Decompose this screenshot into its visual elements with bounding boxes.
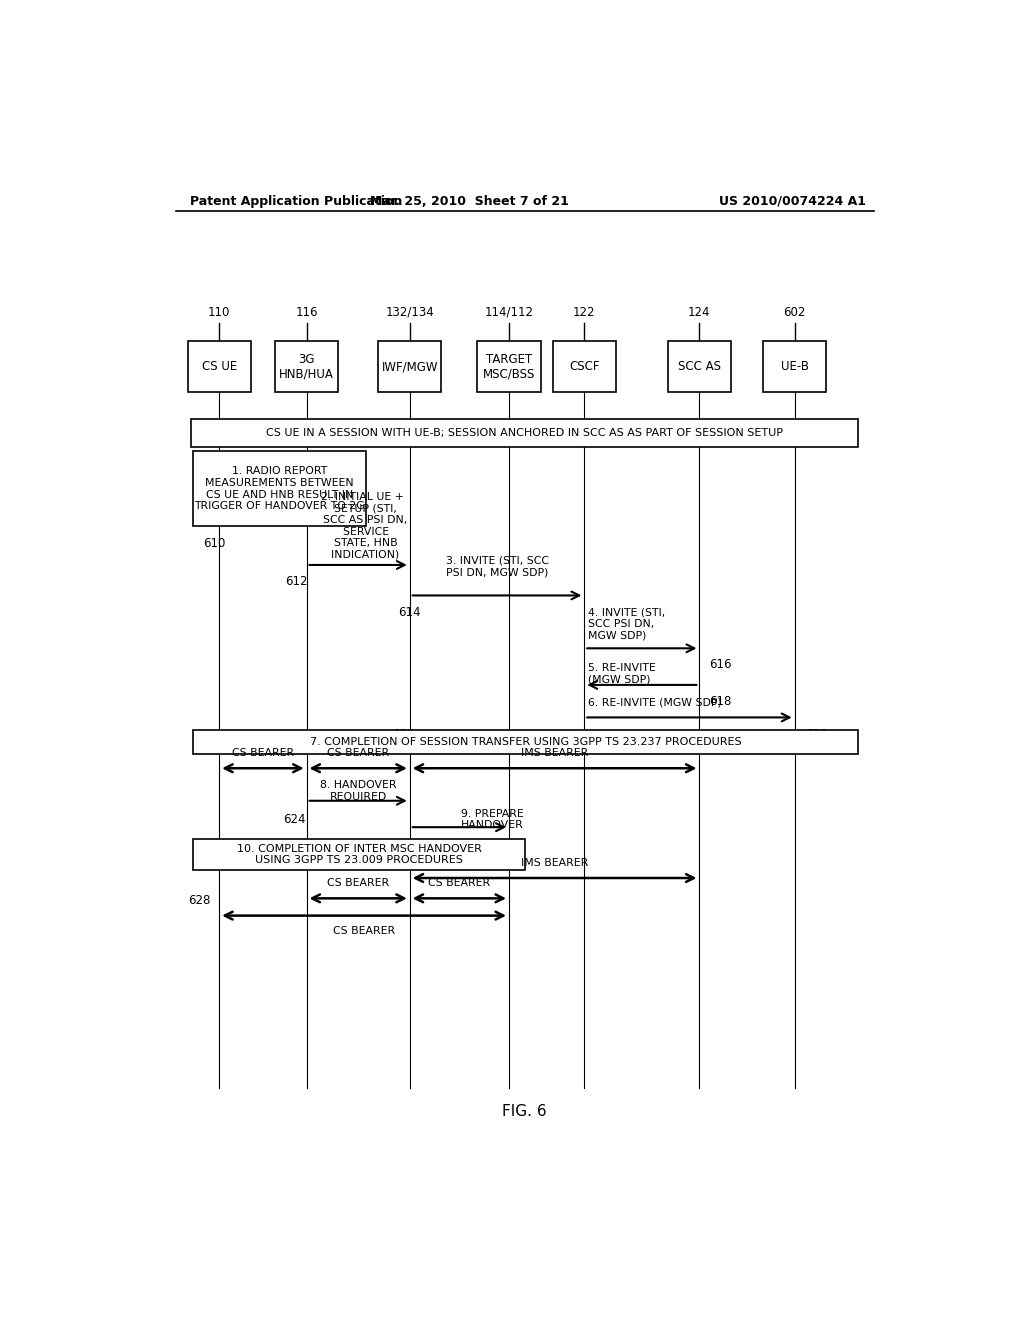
Text: CS BEARER: CS BEARER — [333, 925, 395, 936]
Text: 616: 616 — [709, 659, 731, 672]
Text: 624: 624 — [284, 813, 306, 826]
Text: 122: 122 — [573, 306, 596, 319]
Text: SCC AS: SCC AS — [678, 360, 721, 374]
Text: 618: 618 — [709, 696, 731, 708]
Text: 610: 610 — [204, 536, 225, 549]
Text: CS BEARER: CS BEARER — [428, 878, 490, 888]
Text: 1. RADIO REPORT
MEASUREMENTS BETWEEN
CS UE AND HNB RESULT IN
TRIGGER OF HANDOVER: 1. RADIO REPORT MEASUREMENTS BETWEEN CS … — [195, 466, 365, 511]
Text: 622: 622 — [392, 727, 415, 741]
FancyBboxPatch shape — [194, 730, 858, 754]
FancyBboxPatch shape — [194, 451, 367, 527]
Text: 5. RE-INVITE
(MGW SDP): 5. RE-INVITE (MGW SDP) — [588, 663, 656, 684]
FancyBboxPatch shape — [274, 342, 338, 392]
Text: 7. COMPLETION OF SESSION TRANSFER USING 3GPP TS 23.237 PROCEDURES: 7. COMPLETION OF SESSION TRANSFER USING … — [310, 737, 741, 747]
FancyBboxPatch shape — [378, 342, 441, 392]
Text: 4. INVITE (STI,
SCC PSI DN,
MGW SDP): 4. INVITE (STI, SCC PSI DN, MGW SDP) — [588, 607, 666, 640]
Text: CS UE: CS UE — [202, 360, 237, 374]
Text: IWF/MGW: IWF/MGW — [382, 360, 438, 374]
Text: US 2010/0074224 A1: US 2010/0074224 A1 — [719, 194, 866, 207]
Text: CSCF: CSCF — [569, 360, 600, 374]
Text: CS BEARER: CS BEARER — [327, 878, 389, 888]
Text: CS BEARER: CS BEARER — [327, 748, 389, 758]
Text: IMS BEARER: IMS BEARER — [521, 748, 588, 758]
Text: 124: 124 — [688, 306, 711, 319]
Text: 620: 620 — [805, 727, 827, 741]
FancyBboxPatch shape — [763, 342, 826, 392]
FancyBboxPatch shape — [668, 342, 731, 392]
Text: CS UE IN A SESSION WITH UE-B; SESSION ANCHORED IN SCC AS AS PART OF SESSION SETU: CS UE IN A SESSION WITH UE-B; SESSION AN… — [266, 428, 783, 438]
Text: Patent Application Publication: Patent Application Publication — [189, 194, 402, 207]
Text: 3G
HNB/HUA: 3G HNB/HUA — [280, 352, 334, 380]
FancyBboxPatch shape — [553, 342, 616, 392]
Text: IMS BEARER: IMS BEARER — [521, 858, 588, 867]
Text: 3. INVITE (STI, SCC
PSI DN, MGW SDP): 3. INVITE (STI, SCC PSI DN, MGW SDP) — [445, 556, 549, 577]
Text: TARGET
MSC/BSS: TARGET MSC/BSS — [482, 352, 536, 380]
Text: 612: 612 — [285, 576, 307, 589]
Text: 116: 116 — [295, 306, 317, 319]
FancyBboxPatch shape — [187, 342, 251, 392]
Text: 110: 110 — [208, 306, 230, 319]
Text: 628: 628 — [188, 894, 211, 907]
Text: CS BEARER: CS BEARER — [231, 748, 294, 758]
Text: 114/112: 114/112 — [484, 306, 534, 319]
Text: 9. PREPARE
HANDOVER: 9. PREPARE HANDOVER — [461, 809, 524, 830]
Text: FIG. 6: FIG. 6 — [503, 1105, 547, 1119]
FancyBboxPatch shape — [191, 418, 858, 447]
Text: 8. HANDOVER
REQUIRED: 8. HANDOVER REQUIRED — [319, 780, 396, 803]
Text: 6. RE-INVITE (MGW SDP): 6. RE-INVITE (MGW SDP) — [588, 697, 722, 708]
Text: 10. COMPLETION OF INTER MSC HANDOVER
USING 3GPP TS 23.009 PROCEDURES: 10. COMPLETION OF INTER MSC HANDOVER USI… — [237, 843, 481, 866]
Text: 602: 602 — [783, 306, 806, 319]
FancyBboxPatch shape — [194, 840, 524, 870]
Text: UE-B: UE-B — [780, 360, 809, 374]
Text: Mar. 25, 2010  Sheet 7 of 21: Mar. 25, 2010 Sheet 7 of 21 — [370, 194, 568, 207]
Text: 2. INITIAL UE +
  SETUP (STI,
  SCC AS PSI DN,
  SERVICE
  STATE, HNB
  INDICATI: 2. INITIAL UE + SETUP (STI, SCC AS PSI D… — [316, 492, 408, 560]
Text: 614: 614 — [398, 606, 421, 619]
Text: 132/134: 132/134 — [385, 306, 434, 319]
Text: 626: 626 — [387, 840, 409, 853]
FancyBboxPatch shape — [477, 342, 541, 392]
